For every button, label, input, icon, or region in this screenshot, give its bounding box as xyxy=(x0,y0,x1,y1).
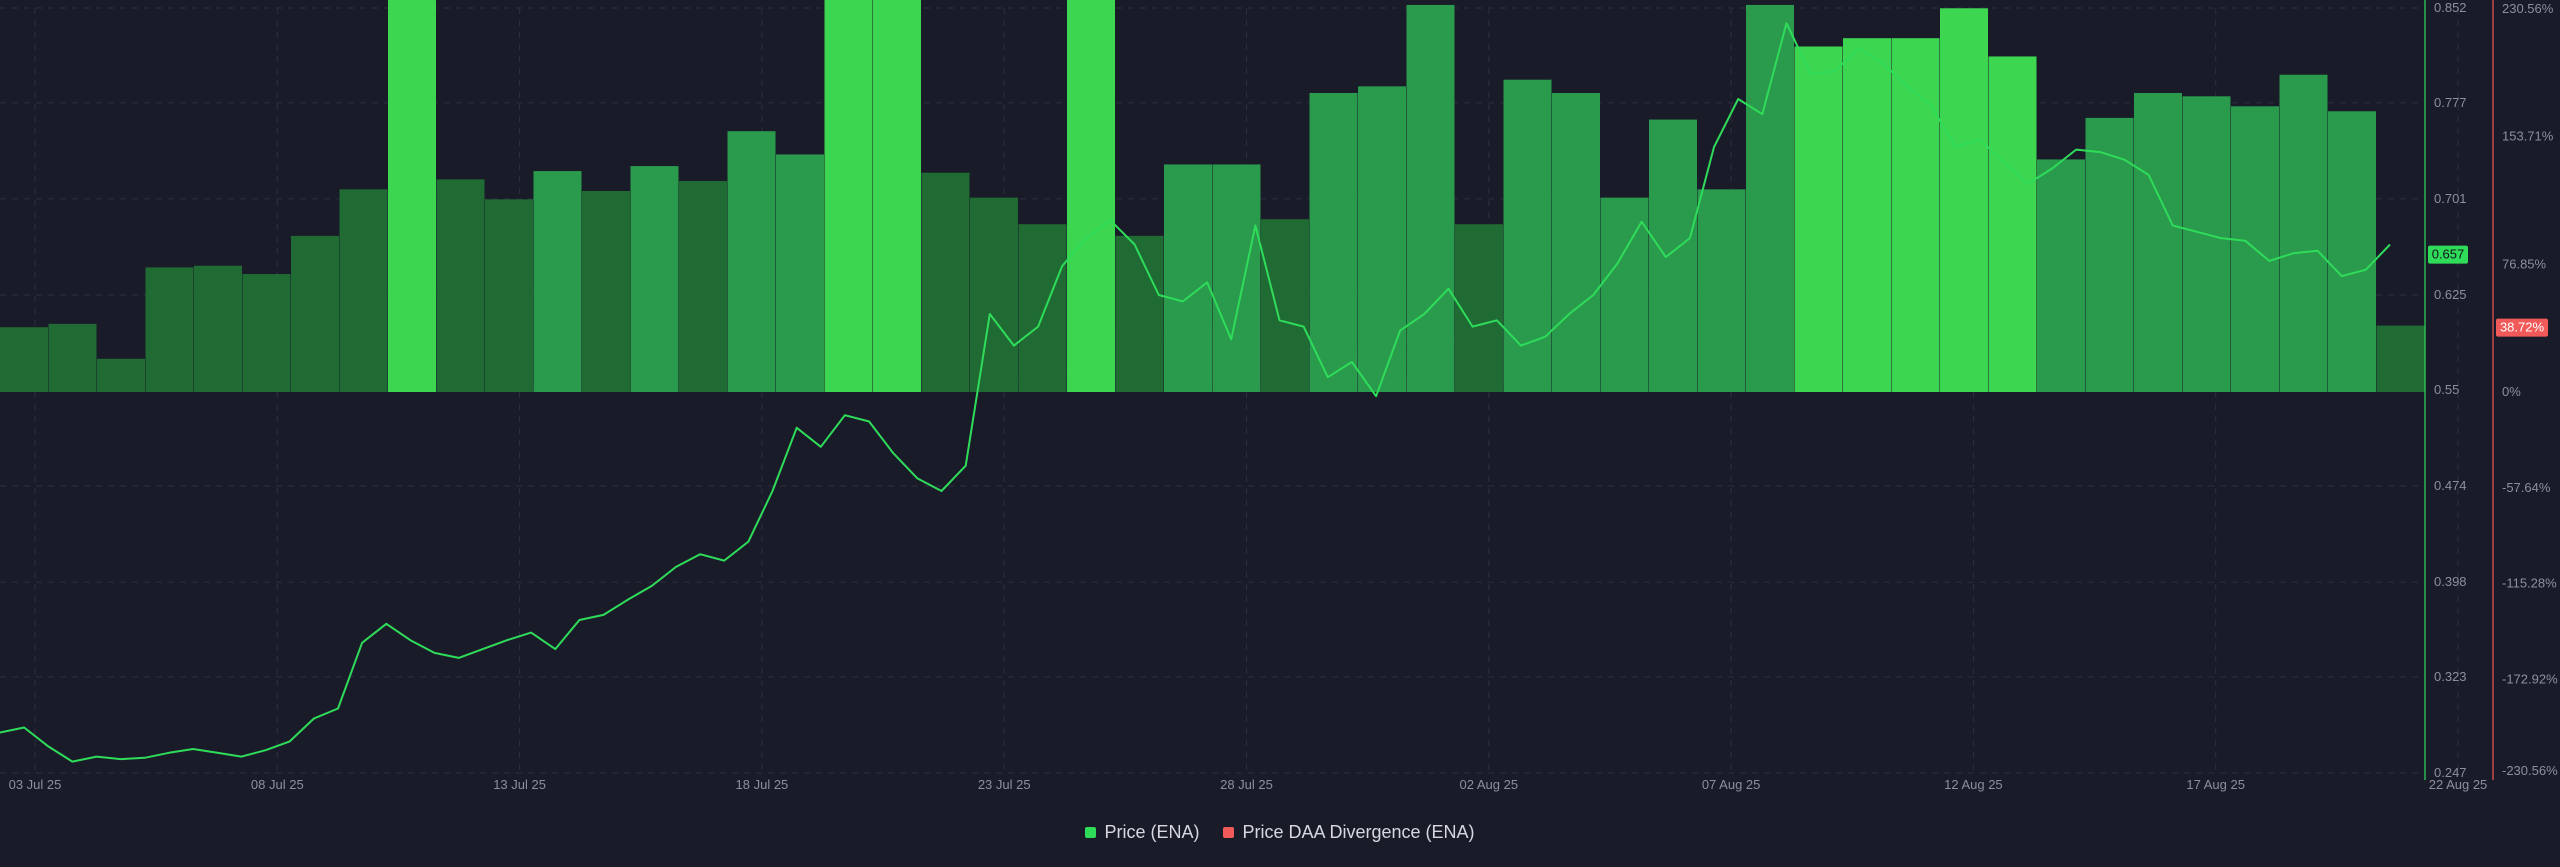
divergence-bar xyxy=(1746,4,1794,392)
divergence-bar xyxy=(1406,4,1455,392)
divergence-bars xyxy=(0,0,2425,393)
divergence-bar xyxy=(194,265,242,392)
price-tick-label: 0.398 xyxy=(2434,574,2467,589)
divergence-bar xyxy=(2328,111,2376,393)
divergence-tick-label: -172.92% xyxy=(2502,671,2558,686)
divergence-bar xyxy=(970,197,1018,392)
divergence-bar xyxy=(1600,197,1649,392)
current-price-label: 0.657 xyxy=(2432,247,2465,262)
x-tick-label: 23 Jul 25 xyxy=(978,777,1031,792)
price-tick-label: 0.701 xyxy=(2434,191,2467,206)
divergence-bar xyxy=(1115,235,1164,392)
divergence-bar xyxy=(1891,38,1940,392)
x-tick-label: 02 Aug 25 xyxy=(1460,777,1519,792)
divergence-bar xyxy=(776,154,824,392)
divergence-bar xyxy=(873,0,921,392)
divergence-bar xyxy=(242,274,291,392)
divergence-tick-label: -57.64% xyxy=(2502,480,2551,495)
divergence-bar xyxy=(1261,219,1309,392)
divergence-bar xyxy=(1843,38,1891,392)
legend-divergence-label: Price DAA Divergence (ENA) xyxy=(1242,822,1475,842)
divergence-bar xyxy=(291,235,339,392)
price-swatch-icon xyxy=(1085,827,1097,838)
divergence-tick-label: -230.56% xyxy=(2502,763,2558,778)
current-divergence-badge xyxy=(2496,318,2548,337)
divergence-bar xyxy=(145,267,194,392)
divergence-bar xyxy=(388,0,436,393)
divergence-bar xyxy=(630,166,679,392)
x-tick-label: 13 Jul 25 xyxy=(493,777,546,792)
price-tick-label: 0.625 xyxy=(2434,287,2467,302)
divergence-bar xyxy=(824,0,873,393)
divergence-bar xyxy=(2037,159,2085,392)
price-tick-label: 0.474 xyxy=(2434,478,2467,493)
x-tick-label: 07 Aug 25 xyxy=(1702,777,1761,792)
legend-price[interactable]: Price (ENA) xyxy=(1085,822,1199,843)
divergence-bar xyxy=(1940,8,1988,393)
divergence-bar xyxy=(1358,86,1406,392)
x-tick-label: 12 Aug 25 xyxy=(1944,777,2003,792)
price-tick-label: 0.247 xyxy=(2434,765,2467,780)
x-tick-label: 28 Jul 25 xyxy=(1220,777,1273,792)
divergence-bar xyxy=(582,190,630,392)
divergence-tick-label: 153.71% xyxy=(2502,129,2554,144)
divergence-bar xyxy=(1503,79,1552,392)
x-tick-label: 08 Jul 25 xyxy=(251,777,304,792)
price-line xyxy=(0,22,2391,763)
divergence-bar xyxy=(1794,46,1843,392)
divergence-bar xyxy=(2279,74,2328,392)
divergence-bar xyxy=(1697,189,1746,392)
divergence-bar xyxy=(485,199,533,392)
current-price-badge xyxy=(2428,245,2468,264)
divergence-swatch-icon xyxy=(1223,827,1235,838)
divergence-bar xyxy=(921,172,970,392)
divergence-tick-label: 230.56% xyxy=(2502,1,2554,16)
divergence-bar xyxy=(2182,96,2231,392)
divergence-bar xyxy=(0,327,48,392)
current-divergence-label: 38.72% xyxy=(2500,320,2545,335)
legend-price-label: Price (ENA) xyxy=(1104,822,1200,842)
divergence-bar xyxy=(48,323,97,392)
divergence-bar xyxy=(679,181,727,392)
axes: 0.852 0.777 0.701 0.625 0.55 0.474 0.398 0.323 0… xyxy=(9,0,2558,792)
price-tick-label: 0.852 xyxy=(2434,0,2467,15)
price-tick-label: 0.777 xyxy=(2434,95,2467,110)
divergence-bar xyxy=(1988,56,2037,393)
divergence-bar xyxy=(1067,0,1115,392)
divergence-bar xyxy=(1018,224,1067,392)
divergence-bar xyxy=(727,131,776,393)
x-tick-label: 22 Aug 25 xyxy=(2429,777,2488,792)
divergence-tick-label: 0% xyxy=(2502,384,2521,399)
divergence-tick-label: 76.85% xyxy=(2502,256,2547,271)
divergence-tick-label: -115.28% xyxy=(2502,576,2557,591)
divergence-bar xyxy=(1309,92,1358,393)
x-tick-label: 18 Jul 25 xyxy=(736,777,789,792)
divergence-bar xyxy=(1455,224,1503,392)
legend-divergence[interactable]: Price DAA Divergence (ENA) xyxy=(1223,822,1475,843)
price-tick-label: 0.55 xyxy=(2434,382,2459,397)
divergence-bar xyxy=(1164,164,1212,392)
divergence-bar xyxy=(1552,92,1600,393)
x-tick-label: 17 Aug 25 xyxy=(2186,777,2245,792)
divergence-bar xyxy=(1649,119,1697,393)
price-tick-label: 0.323 xyxy=(2434,669,2467,684)
divergence-bar xyxy=(97,358,145,392)
price-line-group xyxy=(0,22,2391,763)
divergence-bar xyxy=(436,179,485,392)
divergence-bar xyxy=(2134,92,2182,393)
x-tick-label: 03 Jul 25 xyxy=(9,777,62,792)
divergence-bar xyxy=(2085,117,2134,392)
divergence-bar xyxy=(533,171,582,392)
divergence-bar xyxy=(339,189,388,392)
divergence-bar xyxy=(1212,164,1261,392)
legend: Price (ENA) Price DAA Divergence (ENA) xyxy=(0,822,2560,843)
divergence-bar xyxy=(2376,325,2425,392)
